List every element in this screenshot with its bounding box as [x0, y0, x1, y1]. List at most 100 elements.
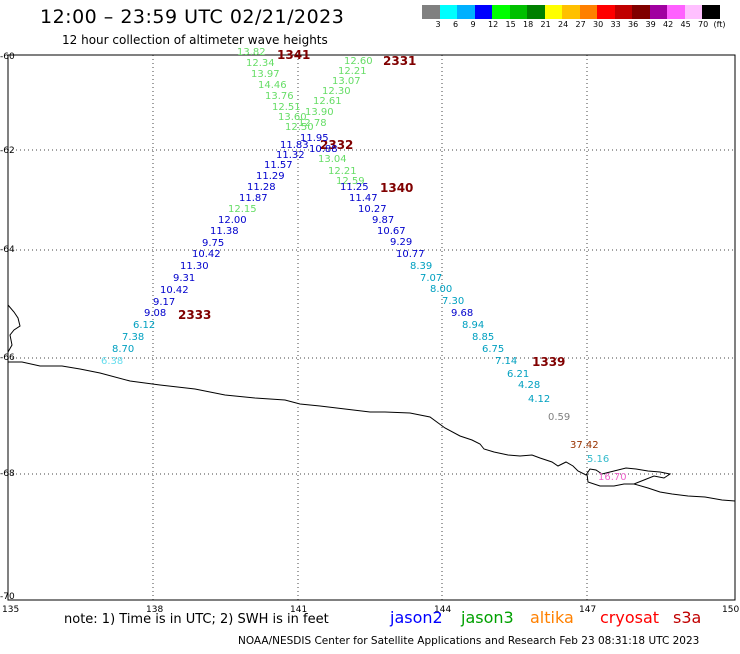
swh-value: 12.00 — [218, 215, 247, 226]
lon-label: 147 — [579, 605, 597, 615]
swh-value: 9.68 — [451, 308, 474, 319]
legend-swatch — [457, 5, 475, 19]
lon-label: 138 — [146, 605, 164, 615]
pass-time-label: 1341 — [277, 48, 311, 62]
swh-value: 10.67 — [377, 226, 406, 237]
swh-value: 8.70 — [112, 344, 135, 355]
legend-label: 33 — [610, 20, 621, 29]
swh-value: 9.87 — [372, 215, 395, 226]
swh-value: 10.42 — [192, 249, 221, 260]
satellite-legend-jason2: jason2 — [390, 608, 443, 627]
legend-label: 39 — [645, 20, 656, 29]
swh-value: 9.75 — [202, 238, 225, 249]
legend-label: 36 — [628, 20, 639, 29]
swh-value: 13.07 — [332, 76, 361, 87]
swh-value: 8.85 — [472, 332, 495, 343]
map-subtitle: 12 hour collection of altimeter wave hei… — [62, 33, 328, 47]
swh-value: 12.21 — [328, 166, 357, 177]
swh-value: 13.97 — [251, 69, 280, 80]
swh-value: 7.14 — [495, 356, 518, 367]
lon-label: 141 — [290, 605, 308, 615]
legend-label: 45 — [680, 20, 691, 29]
swh-value: 9.29 — [390, 237, 413, 248]
swh-value: 5.16 — [587, 454, 610, 465]
legend-swatch — [614, 5, 632, 19]
legend-label: 70 — [698, 20, 709, 29]
coastline-east — [633, 483, 736, 502]
legend-label: 27 — [575, 20, 586, 29]
legend-label: 24 — [558, 20, 569, 29]
legend-label: 18 — [523, 20, 534, 29]
swh-value: 11.30 — [180, 261, 209, 272]
swh-value: 9.17 — [153, 297, 176, 308]
legend-swatch — [667, 5, 685, 19]
legend-swatch — [684, 5, 702, 19]
lon-label: 144 — [434, 605, 452, 615]
legend-swatch — [702, 5, 720, 19]
legend-swatch — [492, 5, 510, 19]
legend-swatch — [562, 5, 580, 19]
swh-value: 37.42 — [570, 440, 599, 451]
swh-value: 0.59 — [548, 412, 571, 423]
lat-label: -68 — [0, 469, 15, 479]
swh-value: 12.50 — [285, 122, 314, 133]
swh-value: 12.21 — [338, 66, 367, 77]
swh-value: 4.12 — [528, 394, 551, 405]
swh-value: 6.12 — [133, 320, 156, 331]
swh-value: 10.88 — [309, 144, 338, 155]
lat-label: -62 — [0, 146, 15, 156]
legend-swatch — [544, 5, 562, 19]
swh-value: 13.90 — [305, 107, 334, 118]
swh-value: 11.83 — [280, 140, 309, 151]
swh-value: 10.42 — [160, 285, 189, 296]
legend-label: 21 — [540, 20, 551, 29]
graticule — [8, 55, 735, 600]
legend-swatch — [597, 5, 615, 19]
legend-label: 9 — [470, 20, 476, 29]
swh-value: 11.57 — [264, 160, 293, 171]
legend-label: 42 — [663, 20, 674, 29]
map-title: 12:00 – 23:59 UTC 02/21/2023 — [40, 6, 345, 28]
legend-label: 15 — [505, 20, 516, 29]
color-legend: 3 6 9 12 15 18 21 24 27 30 33 36 39 42 45 70 (ft) — [422, 5, 726, 32]
swh-value: 11.95 — [300, 133, 329, 144]
lon-label: 150 — [722, 605, 740, 615]
satellite-legend-jason3: jason3 — [461, 608, 514, 627]
legend-swatch — [509, 5, 527, 19]
pass-time-label: 2331 — [383, 54, 417, 68]
swh-value: 13.76 — [265, 91, 294, 102]
pass-time-label: 2333 — [178, 308, 212, 322]
swh-value: 13.60 — [278, 112, 307, 123]
pass-time-label: 2332 — [320, 138, 354, 152]
swh-value: 6.38 — [101, 356, 124, 367]
legend-swatch — [439, 5, 457, 19]
lat-label: -60 — [0, 52, 15, 62]
swh-value: 11.47 — [349, 193, 378, 204]
legend-swatches — [422, 5, 720, 19]
swh-value: 12.60 — [344, 56, 373, 67]
legend-swatch — [632, 5, 650, 19]
footer-note: note: 1) Time is in UTC; 2) SWH is in fe… — [64, 612, 329, 627]
legend-swatch — [579, 5, 597, 19]
swh-value: 12.30 — [322, 86, 351, 97]
swh-value: 11.28 — [247, 182, 276, 193]
coastline — [7, 304, 672, 487]
swh-value: 8.00 — [430, 284, 453, 295]
map-frame — [7, 54, 736, 601]
swh-value: 11.29 — [256, 171, 285, 182]
satellite-legend-cryosat: cryosat — [600, 608, 660, 627]
swh-value: 6.75 — [482, 344, 505, 355]
lat-label: -64 — [0, 245, 15, 255]
legend-labels: 3 6 9 12 15 18 21 24 27 30 33 36 39 42 45 70 (ft) — [422, 20, 726, 32]
legend-swatch — [527, 5, 545, 19]
lat-label: -70 — [0, 592, 15, 602]
swh-value: 10.27 — [358, 204, 387, 215]
lat-label: -66 — [0, 353, 15, 363]
pass-time-label: 1340 — [380, 181, 414, 195]
legend-swatch — [474, 5, 492, 19]
legend-label: 12 — [488, 20, 499, 29]
swh-value: 12.59 — [336, 176, 365, 187]
swh-value: 13.82 — [237, 47, 266, 58]
satellite-legend-s3a: s3a — [673, 608, 702, 627]
swh-value: 7.30 — [442, 296, 465, 307]
